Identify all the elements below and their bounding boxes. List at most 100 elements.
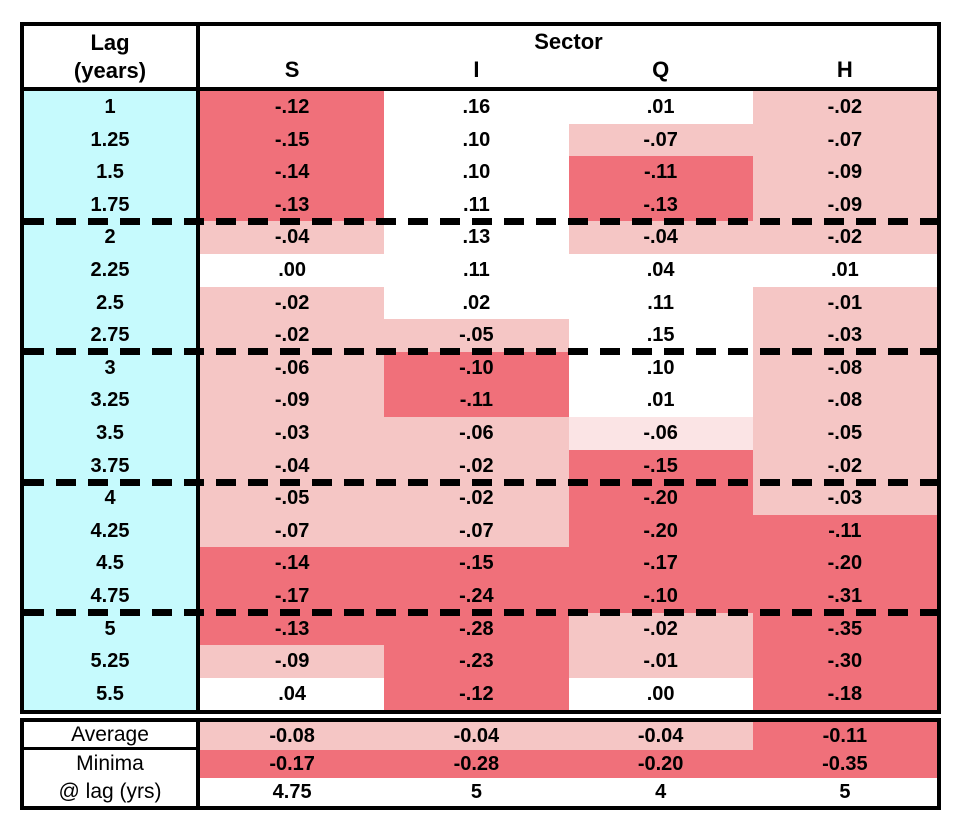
value-cell-h: -.07 xyxy=(752,123,937,157)
value-cell-s: -.06 xyxy=(200,351,385,385)
sector-title: Sector xyxy=(534,29,603,54)
table-row: 2.75 -.02 -.05.15 -.03 xyxy=(24,319,937,352)
summary-value-cell-i: 5 xyxy=(384,778,569,806)
value-cell-i: .11 xyxy=(384,253,569,287)
value-cell-q: .00 xyxy=(568,677,753,711)
table-header: Lag (years) Sector S I Q H xyxy=(24,26,937,91)
value-cell-s: -.04 xyxy=(200,221,385,254)
value-cell-q: .15 xyxy=(568,319,753,352)
value-cell-i: -.12 xyxy=(384,677,569,711)
value-cell-h: -.05 xyxy=(752,416,937,450)
table-row: 1.25 -.15.10 -.07 -.07 xyxy=(24,123,937,157)
value-cell-s: -.02 xyxy=(200,319,385,352)
value-cell-h: -.01 xyxy=(752,286,937,320)
lag-cell: 1 xyxy=(24,91,200,124)
value-cell-i: -.23 xyxy=(384,645,569,678)
group-divider-dashed-line xyxy=(24,478,937,486)
value-cell-i: -.02 xyxy=(384,482,569,515)
lag-cell: 5.5 xyxy=(24,677,200,711)
lag-cell: 1.75 xyxy=(24,188,200,222)
value-cell-s: -.05 xyxy=(200,482,385,515)
summary-row-label: Minima xyxy=(24,750,200,778)
summary-value-cell-s: -0.17 xyxy=(200,750,385,778)
value-cell-s: -.09 xyxy=(200,384,385,417)
lag-cell: 4.75 xyxy=(24,579,200,613)
sector-column-label-s: S xyxy=(284,57,300,82)
table-row: 1.5 -.14.10 -.11 -.09 xyxy=(24,156,937,189)
value-cell-q: .11 xyxy=(568,286,753,320)
value-cell-q: -.20 xyxy=(568,514,753,548)
lag-title: Lag xyxy=(90,30,130,55)
summary-value-cell-s: -0.08 xyxy=(200,722,385,750)
table-row: 4.75 -.17 -.24 -.10 -.31 xyxy=(24,579,937,613)
table-row: 3 -.06 -.10.10 -.08 xyxy=(24,351,937,385)
summary-value-cell-i: -0.28 xyxy=(384,750,569,778)
table-body: 1 -.12.16.01 -.02 1.25 -.15.10 -.07 -.07 1.5 -.1… xyxy=(24,91,937,711)
table-row: 5.25 -.09 -.23 -.01 -.30 xyxy=(24,645,937,678)
table-row: 5.5.04 -.12.00 -.18 xyxy=(24,677,937,711)
value-cell-i: -.28 xyxy=(384,612,569,646)
value-cell-h: -.30 xyxy=(752,645,937,678)
value-cell-i: -.24 xyxy=(384,579,569,613)
value-cell-s: -.04 xyxy=(200,449,385,483)
lag-cell: 4.5 xyxy=(24,547,200,580)
value-cell-i: -.05 xyxy=(384,319,569,352)
value-cell-s: -.15 xyxy=(200,123,385,157)
value-cell-i: -.02 xyxy=(384,449,569,483)
value-cell-h: -.11 xyxy=(752,514,937,548)
value-cell-h: -.02 xyxy=(752,449,937,483)
table-row: 4.25 -.07 -.07 -.20 -.11 xyxy=(24,514,937,548)
value-cell-q: .01 xyxy=(568,91,753,124)
lag-cell: 5.25 xyxy=(24,645,200,678)
lag-cell: 3 xyxy=(24,351,200,385)
lag-cell: 4.25 xyxy=(24,514,200,548)
summary-value-cell-h: -0.11 xyxy=(752,722,937,750)
sector-header-cell: Sector S I Q H xyxy=(200,26,937,87)
value-cell-s: -.14 xyxy=(200,156,385,189)
sector-column-label-i: I xyxy=(473,57,480,82)
value-cell-q: -.06 xyxy=(568,416,753,450)
value-cell-s: -.13 xyxy=(200,188,385,222)
value-cell-h: -.31 xyxy=(752,579,937,613)
value-cell-q: -.20 xyxy=(568,482,753,515)
value-cell-h: -.09 xyxy=(752,156,937,189)
table-row: 3.75 -.04 -.02 -.15 -.02 xyxy=(24,449,937,483)
table-row: 2.5 -.02.02.11 -.01 xyxy=(24,286,937,320)
table-row: 2 -.04.13 -.04 -.02 xyxy=(24,221,937,254)
lag-cell: 3.75 xyxy=(24,449,200,483)
value-cell-q: -.04 xyxy=(568,221,753,254)
value-cell-s: -.09 xyxy=(200,645,385,678)
value-cell-h: -.35 xyxy=(752,612,937,646)
summary-value-cell-q: -0.20 xyxy=(568,750,753,778)
value-cell-i: .16 xyxy=(384,91,569,124)
summary-value-cell-i: -0.04 xyxy=(384,722,569,750)
value-cell-i: .13 xyxy=(384,221,569,254)
summary-row: @ lag (yrs) 4.75 5 4 5 xyxy=(24,778,937,806)
value-cell-q: -.17 xyxy=(568,547,753,580)
summary-row-label: Average xyxy=(24,722,200,750)
value-cell-h: -.03 xyxy=(752,319,937,352)
summary-row: Minima -0.17 -0.28 -0.20 -0.35 xyxy=(24,750,937,778)
value-cell-s: -.03 xyxy=(200,416,385,450)
summary-row: Average -0.08 -0.04 -0.04 -0.11 xyxy=(24,722,937,750)
lag-cell: 1.5 xyxy=(24,156,200,189)
value-cell-h: -.18 xyxy=(752,677,937,711)
group-divider-dashed-line xyxy=(24,609,937,616)
lag-cell: 2.5 xyxy=(24,286,200,320)
value-cell-h: -.03 xyxy=(752,482,937,515)
value-cell-h: -.08 xyxy=(752,384,937,417)
value-cell-i: .02 xyxy=(384,286,569,320)
table-row: 4.5 -.14 -.15 -.17 -.20 xyxy=(24,547,937,580)
lag-cell: 1.25 xyxy=(24,123,200,157)
value-cell-q: -.01 xyxy=(568,645,753,678)
lag-cell: 2.25 xyxy=(24,253,200,287)
lag-cell: 2 xyxy=(24,221,200,254)
value-cell-i: -.11 xyxy=(384,384,569,417)
summary-row-label: @ lag (yrs) xyxy=(24,778,200,806)
value-cell-i: -.07 xyxy=(384,514,569,548)
value-cell-q: -.10 xyxy=(568,579,753,613)
value-cell-s: -.07 xyxy=(200,514,385,548)
lag-cell: 4 xyxy=(24,482,200,515)
